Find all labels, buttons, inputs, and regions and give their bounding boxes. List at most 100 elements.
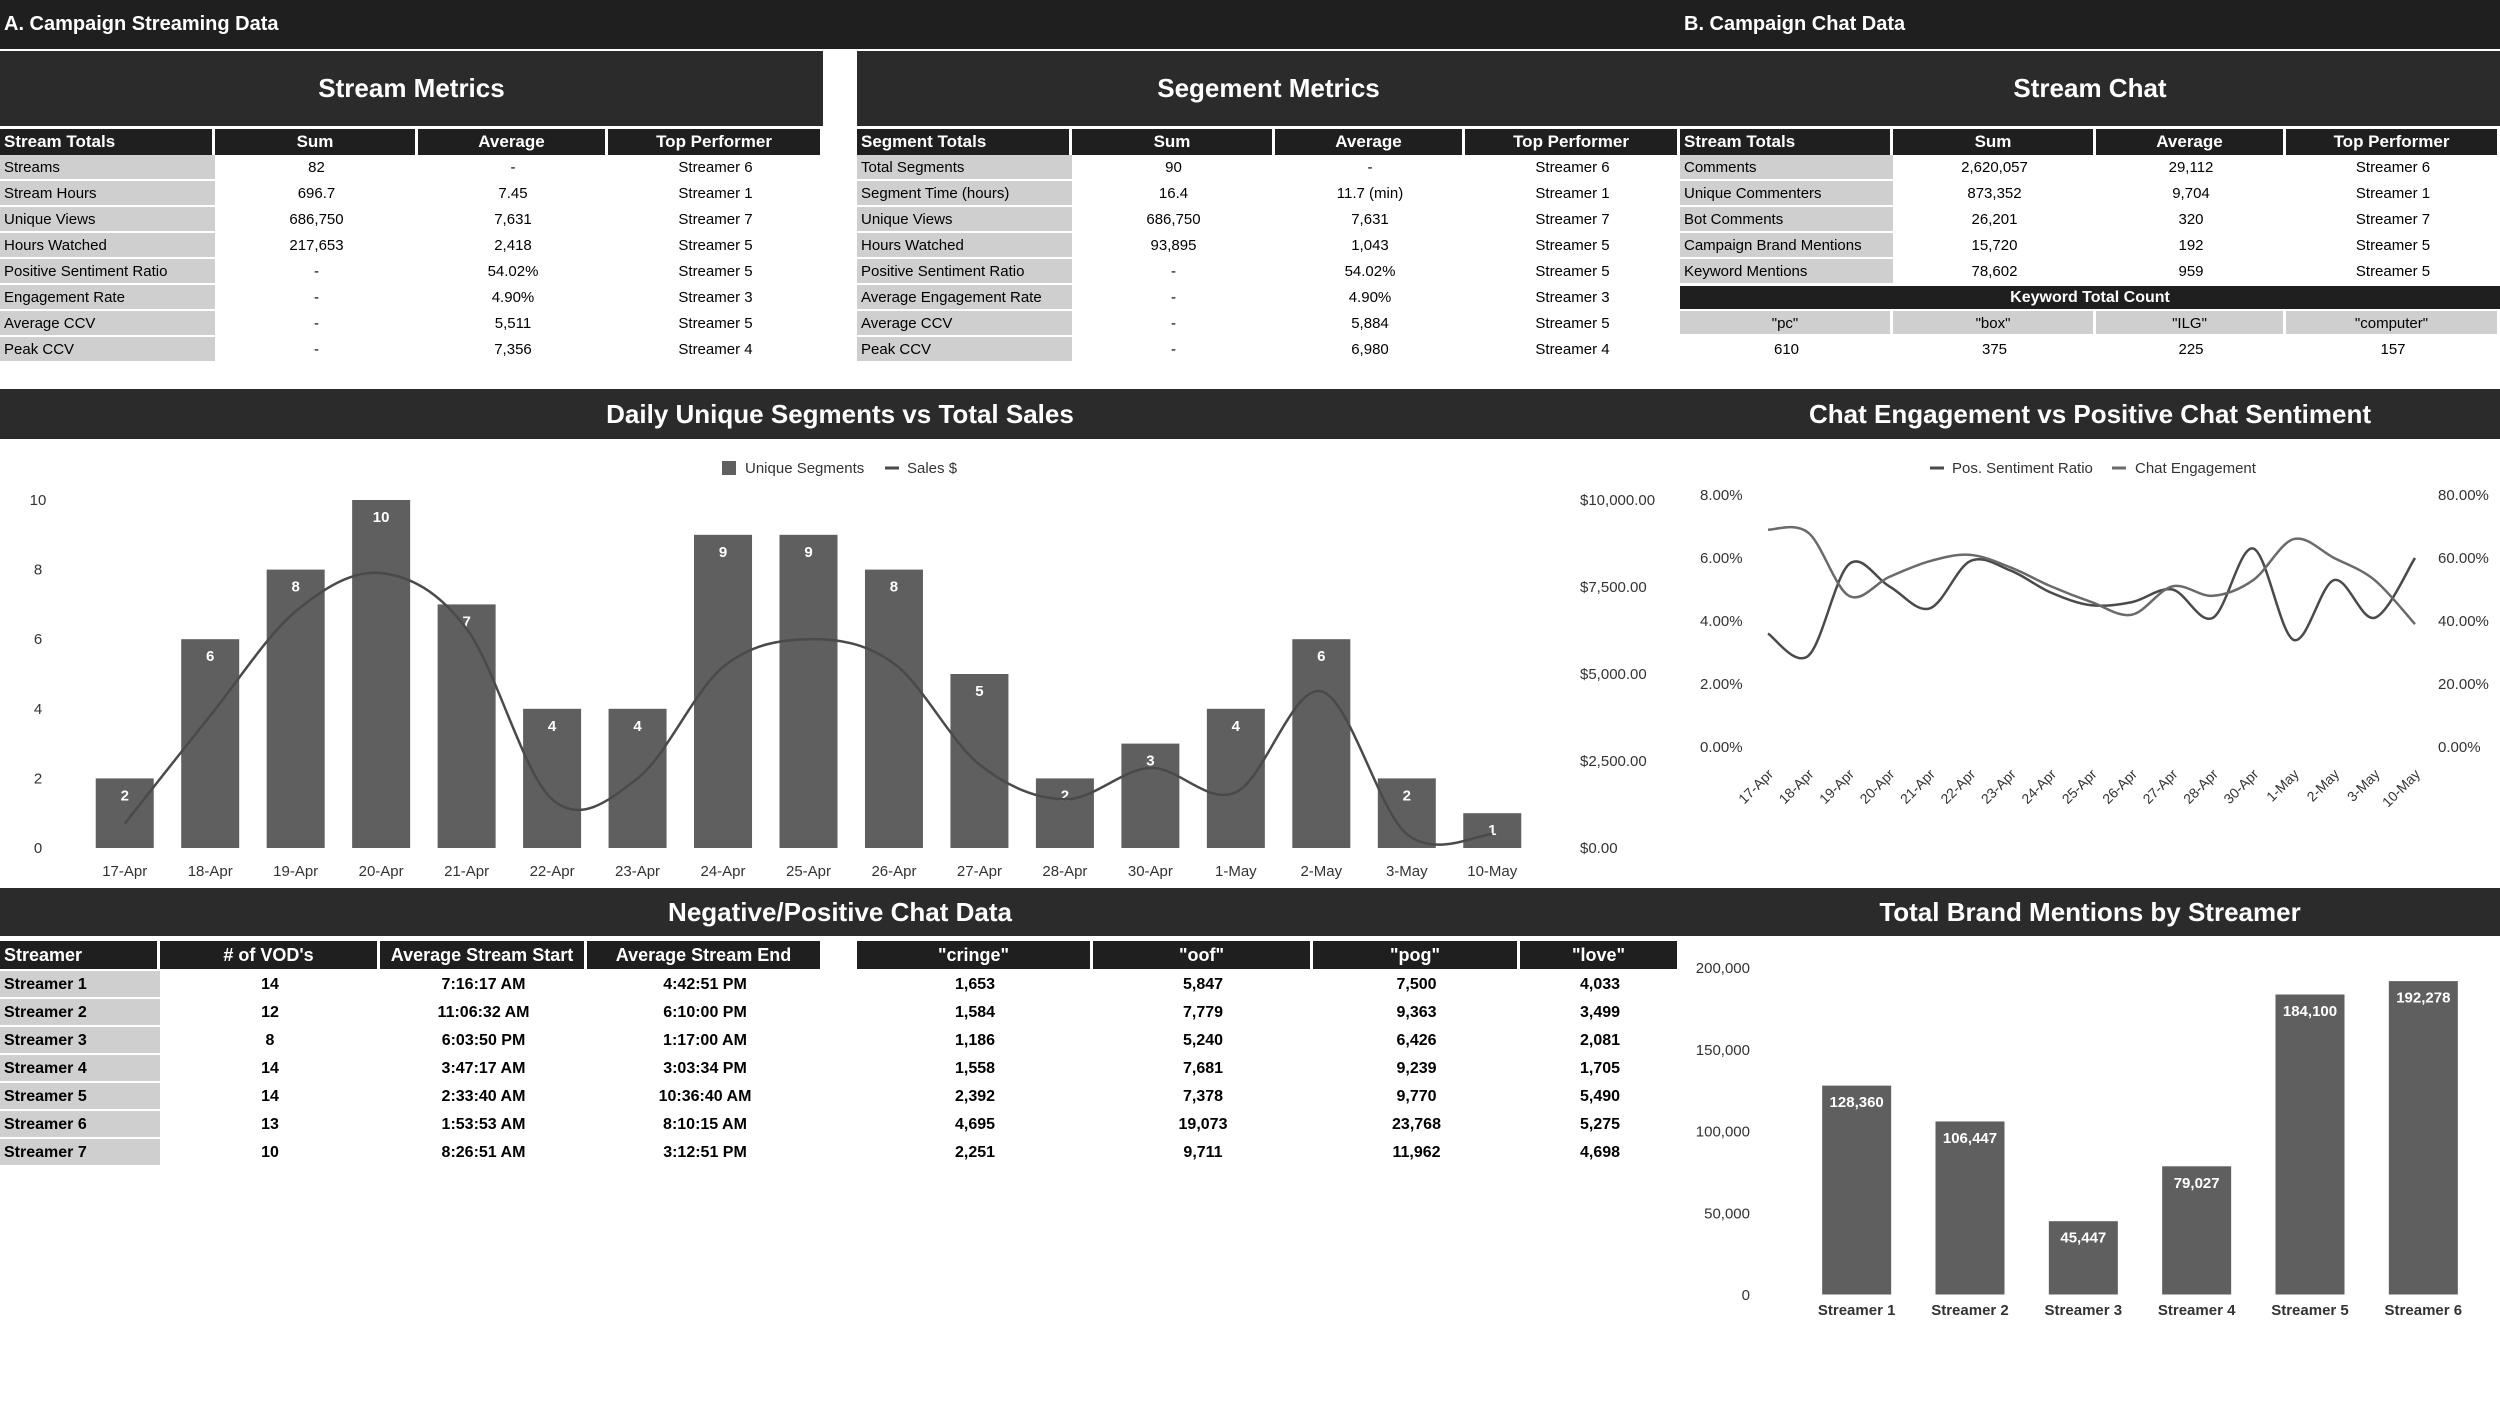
word-table-cell: 6,426 bbox=[1396, 1032, 1437, 1049]
streamer-table-cell: 8:26:51 AM bbox=[441, 1144, 526, 1161]
stream-metrics-cell: 4.90% bbox=[491, 289, 535, 306]
segment-metrics-cell: 4.90% bbox=[1348, 289, 1392, 306]
stream-chat-cell: 29,112 bbox=[2168, 159, 2214, 176]
bar-segments bbox=[1463, 813, 1522, 848]
streamer-table-cell: 10 bbox=[261, 1144, 279, 1161]
y-tick-label: 8 bbox=[34, 562, 42, 579]
stream-chat-cell: Streamer 5 bbox=[2355, 237, 2431, 254]
streamer-table-cell: 3:03:34 PM bbox=[663, 1060, 747, 1077]
streamer-table-row-label: Streamer 6 bbox=[0, 1111, 160, 1139]
bar-value-label: 6 bbox=[1317, 648, 1325, 665]
streamer-table-header: Average Stream Start bbox=[380, 941, 587, 969]
word-table-cell: 23,768 bbox=[1392, 1116, 1441, 1133]
segment-metrics-cell: 7,631 bbox=[1351, 211, 1389, 228]
segment-metrics-cell: - bbox=[1367, 159, 1373, 176]
word-table-cell: 5,275 bbox=[1579, 1116, 1621, 1133]
x-tick-label: 3-May bbox=[2344, 766, 2383, 805]
x-tick-label: 19-Apr bbox=[1816, 766, 1857, 807]
engagement-chart-title: Chat Engagement vs Positive Chat Sentime… bbox=[1680, 389, 2500, 439]
stream-chat-cell: Streamer 1 bbox=[2355, 185, 2431, 202]
y2-tick-label: $2,500.00 bbox=[1580, 753, 1647, 770]
streamer-table-cell: 8 bbox=[265, 1032, 275, 1049]
segment-metrics-row-label: Total Segments bbox=[857, 155, 1072, 181]
word-table-cell: 9,239 bbox=[1396, 1060, 1437, 1077]
segment-metrics-cell: Streamer 4 bbox=[1535, 341, 1610, 358]
word-table-cell: 9,363 bbox=[1396, 1004, 1437, 1021]
stream-metrics-header: Stream Totals bbox=[0, 129, 215, 155]
engagement-sentiment-chart: Pos. Sentiment Ratio Chat Engagement 0.00%… bbox=[1700, 460, 2489, 810]
segment-metrics-cell: 90 bbox=[1165, 159, 1182, 176]
keyword-header: "computer" bbox=[2286, 311, 2500, 336]
chart-legend: Pos. Sentiment Ratio Chat Engagement bbox=[1930, 460, 2257, 477]
bar-value-label: 8 bbox=[890, 579, 898, 596]
word-table-cell: 5,240 bbox=[1182, 1032, 1224, 1049]
stream-metrics-cell: - bbox=[314, 315, 319, 332]
stream-metrics-row-label: Engagement Rate bbox=[0, 285, 215, 311]
stream-metrics-row-label: Stream Hours bbox=[0, 181, 215, 207]
streamer-table-cell: 7:16:17 AM bbox=[441, 976, 526, 993]
bar-value-label: 6 bbox=[206, 648, 214, 665]
segment-metrics-header: Average bbox=[1275, 129, 1465, 155]
stream-metrics-header: Top Performer bbox=[608, 129, 823, 155]
segment-metrics-cell: 16.4 bbox=[1158, 185, 1189, 202]
x-tick-label: 10-May bbox=[2379, 766, 2423, 810]
segment-metrics-header: Sum bbox=[1072, 129, 1275, 155]
segment-metrics-header: Segment Totals bbox=[857, 129, 1072, 155]
bar-value-label: 79,027 bbox=[2174, 1175, 2220, 1192]
x-tick-label: 25-Apr bbox=[786, 863, 831, 880]
segment-metrics-cell: - bbox=[1171, 341, 1176, 358]
segment-metrics-cell: 93,895 bbox=[1150, 237, 1197, 254]
bar-value-label: 128,360 bbox=[1830, 1094, 1884, 1111]
x-tick-label: 1-May bbox=[1215, 863, 1257, 880]
bar-value-label: 9 bbox=[804, 544, 812, 561]
streamer-table-cell: 1:53:53 AM bbox=[441, 1116, 526, 1133]
x-tick-label: 28-Apr bbox=[1042, 863, 1087, 880]
stream-metrics-table: Stream Totals Sum Average Top Performer Stre… bbox=[0, 129, 823, 363]
stream-chat-cell: 320 bbox=[2178, 211, 2204, 228]
stream-metrics-cell: Streamer 5 bbox=[678, 315, 753, 332]
word-table-cell: 1,186 bbox=[954, 1032, 996, 1049]
streamer-table-cell: 8:10:15 AM bbox=[663, 1116, 747, 1133]
line-engagement bbox=[1767, 525, 2416, 625]
stream-metrics-cell: 54.02% bbox=[487, 263, 539, 280]
stream-metrics-cell: 696.7 bbox=[297, 185, 336, 202]
x-tick-label: 27-Apr bbox=[957, 863, 1002, 880]
stream-chat-header: Sum bbox=[1893, 129, 2096, 155]
word-table-cell: 1,584 bbox=[954, 1004, 996, 1021]
word-table-cell: 1,653 bbox=[954, 976, 996, 993]
streamer-table-cell: 12 bbox=[261, 1004, 279, 1021]
bar-brand-mentions bbox=[2047, 1220, 2119, 1296]
stream-metrics-cell: - bbox=[314, 263, 319, 280]
stream-metrics-cell: 2,418 bbox=[494, 237, 532, 254]
word-table-cell: 7,681 bbox=[1182, 1060, 1224, 1077]
x-tick-label: 20-Apr bbox=[1856, 766, 1897, 807]
y2-tick-label: $5,000.00 bbox=[1580, 666, 1647, 683]
stream-chat-cell: Streamer 5 bbox=[2355, 263, 2431, 280]
bar-value-label: 8 bbox=[292, 579, 300, 596]
y2-tick-label: 20.00% bbox=[2438, 676, 2489, 693]
stream-chat-cell: Streamer 7 bbox=[2355, 211, 2431, 228]
brand-mentions-chart: 0 50,000 100,000 150,000 200,000 128,360 Strea… bbox=[1696, 960, 2462, 1319]
segment-metrics-cell: 686,750 bbox=[1146, 211, 1201, 228]
x-tick-label: Streamer 3 bbox=[2045, 1302, 2123, 1319]
stream-metrics-cell: 7,356 bbox=[494, 341, 532, 358]
word-table-cell: 9,711 bbox=[1183, 1144, 1223, 1161]
stream-chat-cell: 26,201 bbox=[1971, 211, 2018, 228]
bar-value-label: 7 bbox=[462, 613, 470, 630]
stream-metrics-cell: Streamer 1 bbox=[678, 185, 753, 202]
word-table-header: "cringe" bbox=[857, 941, 1093, 969]
streamer-table-row-label: Streamer 1 bbox=[0, 971, 160, 999]
streamer-table-cell: 10:36:40 AM bbox=[658, 1088, 752, 1105]
bar-brand-mentions bbox=[2387, 980, 2459, 1296]
x-tick-label: 2-May bbox=[2303, 766, 2342, 805]
stream-metrics-row-label: Average CCV bbox=[0, 311, 215, 337]
bar-segments bbox=[1206, 708, 1265, 848]
y2-tick-label: 80.00% bbox=[2438, 487, 2489, 504]
y-tick-label: 2.00% bbox=[1700, 676, 1743, 693]
segment-metrics-cell: 5,884 bbox=[1351, 315, 1389, 332]
word-table-cell: 7,500 bbox=[1396, 976, 1437, 993]
legend-swatch-segments bbox=[722, 461, 736, 475]
y-tick-label: 50,000 bbox=[1704, 1205, 1750, 1222]
y-tick-label: 100,000 bbox=[1696, 1124, 1750, 1141]
stream-metrics-header: Sum bbox=[215, 129, 418, 155]
